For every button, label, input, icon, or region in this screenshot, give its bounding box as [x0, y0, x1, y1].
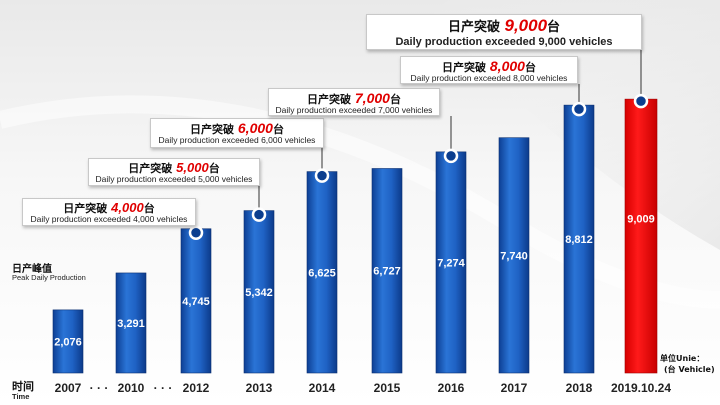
callout-english: Daily production exceeded 6,000 vehicles [158, 135, 316, 146]
bar-value-label: 5,342 [245, 287, 273, 299]
milestone-callout-4000: 日产突破 4,000台 Daily production exceeded 4,0… [22, 198, 196, 226]
bar-2019.10.24 [624, 98, 658, 374]
callout-number: 4,000 [111, 200, 144, 215]
callout-suffix: 台 [524, 61, 536, 74]
callout-english: Daily production exceeded 4,000 vehicles [30, 214, 188, 225]
x-axis-label-cn: 时间 [12, 380, 34, 393]
bar-value-label: 9,009 [627, 213, 655, 225]
callout-headline: 日产突破 8,000台 [401, 58, 577, 74]
callout-headline: 日产突破 6,000台 [151, 120, 323, 136]
bar-2017 [498, 137, 530, 374]
milestone-marker [443, 148, 459, 164]
x-tick-label: 2015 [374, 381, 401, 395]
bar-value-label: 6,625 [308, 267, 336, 279]
callout-english: Daily production exceeded 9,000 vehicles [395, 35, 613, 48]
callout-english: Daily production exceeded 8,000 vehicles [410, 73, 568, 84]
callout-suffix: 台 [547, 20, 561, 35]
bar-2016 [435, 151, 467, 374]
x-tick-label: 2018 [566, 381, 593, 395]
callout-number: 9,000 [504, 16, 548, 35]
x-axis-label-en: Time [12, 392, 30, 401]
callout-english: Daily production exceeded 5,000 vehicles [95, 174, 253, 185]
bar-2015 [371, 168, 403, 374]
callout-number: 5,000 [176, 160, 209, 175]
bar-value-label: 6,727 [373, 266, 401, 278]
milestone-callout-8000: 日产突破 8,000台 Daily production exceeded 8,0… [400, 56, 578, 84]
bar-value-label: 3,291 [117, 318, 145, 330]
callout-headline: 日产突破 5,000台 [89, 160, 259, 175]
x-tick-label: 2014 [309, 381, 336, 395]
callout-prefix: 日产突破 [442, 61, 490, 74]
x-axis-ticks: 2007 2010 2012 2013 2014 2015 2016 2017 2018 2019… [55, 381, 672, 395]
callout-number: 8,000 [489, 58, 525, 74]
callout-suffix: 台 [272, 123, 284, 136]
callout-suffix: 台 [208, 162, 220, 175]
bar-2013 [243, 210, 275, 374]
milestone-markers [188, 93, 649, 241]
callout-headline: 日产突破 9,000台 [367, 16, 641, 36]
callout-prefix: 日产突破 [63, 202, 112, 215]
callout-prefix: 日产突破 [307, 93, 355, 106]
milestone-marker [188, 225, 204, 241]
callout-suffix: 台 [143, 202, 155, 215]
axis-break-dots: · · · [154, 381, 173, 395]
callout-headline: 日产突破 7,000台 [269, 90, 439, 106]
callout-headline: 日产突破 4,000台 [23, 200, 195, 215]
callout-number: 6,000 [237, 120, 273, 136]
milestone-marker [251, 207, 267, 222]
bars-group: 2,076 3,291 4,745 5,342 6,625 6,727 7,274 7,740… [52, 98, 658, 374]
bar-value-label: 7,740 [500, 250, 528, 262]
axis-break-dots: · · · [90, 381, 109, 395]
callout-prefix: 日产突破 [447, 20, 505, 35]
milestone-callout-7000: 日产突破 7,000台 Daily production exceeded 7,0… [268, 88, 440, 116]
milestone-marker [633, 93, 649, 109]
x-tick-label: 2013 [246, 381, 273, 395]
y-axis-label-cn: 日产峰值 [12, 264, 52, 275]
milestone-callout-6000: 日产突破 6,000台 Daily production exceeded 6,0… [150, 118, 324, 148]
x-tick-label: 2019.10.24 [611, 381, 671, 395]
bar-2007 [52, 309, 84, 374]
x-tick-label: 2007 [55, 381, 82, 395]
milestone-callout-5000: 日产突破 5,000台 Daily production exceeded 5,0… [88, 158, 260, 186]
bar-value-label: 8,812 [565, 234, 593, 246]
callout-prefix: 日产突破 [190, 123, 238, 136]
callout-prefix: 日产突破 [128, 162, 177, 175]
x-tick-label: 2010 [118, 381, 145, 395]
bar-2010 [115, 272, 147, 374]
bar-2012 [180, 228, 212, 374]
bar-value-label: 2,076 [54, 336, 82, 348]
x-tick-label: 2012 [183, 381, 210, 395]
bar-value-label: 4,745 [182, 296, 210, 308]
callout-number: 7,000 [354, 90, 390, 106]
y-axis-label-en: Peak Daily Production [12, 273, 86, 282]
milestone-marker [571, 101, 587, 117]
callout-suffix: 台 [389, 93, 401, 106]
bar-value-label: 7,274 [437, 257, 465, 269]
unit-label-line2: (台 Vehicle) [664, 365, 715, 374]
unit-label-line1: 单位Unie： [660, 354, 705, 363]
milestone-callout-9000: 日产突破 9,000台 Daily production exceeded 9,0… [366, 14, 642, 50]
x-tick-label: 2016 [438, 381, 465, 395]
bar-2014 [306, 171, 338, 374]
x-tick-label: 2017 [501, 381, 528, 395]
callout-leader-lines [195, 50, 642, 227]
callout-english: Daily production exceeded 7,000 vehicles [275, 105, 433, 116]
milestone-marker [314, 168, 330, 183]
